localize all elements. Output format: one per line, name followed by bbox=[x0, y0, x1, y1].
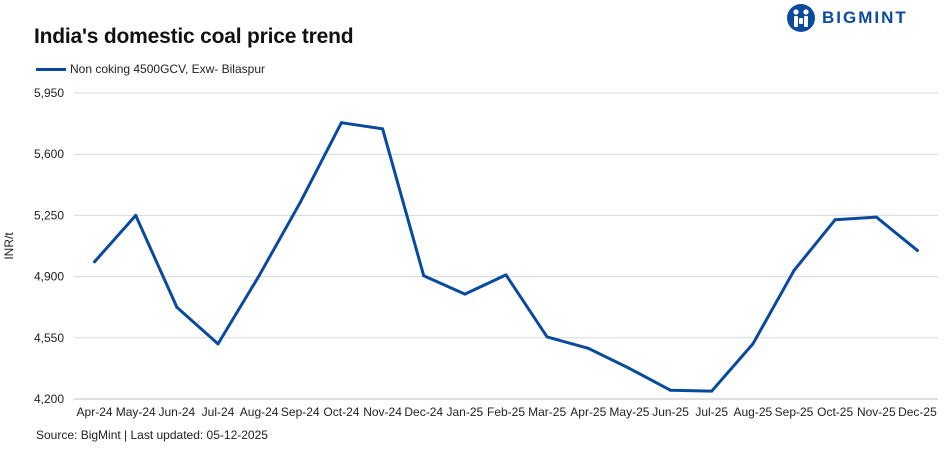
data-point bbox=[175, 305, 179, 309]
y-tick-label: 4,550 bbox=[34, 331, 64, 345]
grid-lines bbox=[74, 92, 938, 400]
y-tick-label: 5,600 bbox=[34, 147, 64, 161]
x-tick-label: Aug-25 bbox=[734, 405, 773, 419]
y-tick-label: 4,200 bbox=[34, 392, 64, 406]
x-tick-label: Mar-25 bbox=[528, 405, 566, 419]
x-tick-label: Feb-25 bbox=[487, 405, 525, 419]
data-point bbox=[422, 274, 426, 278]
series-line bbox=[93, 121, 919, 393]
data-point bbox=[627, 366, 631, 370]
x-tick-label: Aug-24 bbox=[240, 405, 279, 419]
brand-logo: BIGMINT bbox=[786, 3, 908, 33]
data-point bbox=[586, 346, 590, 350]
data-point bbox=[669, 388, 673, 392]
data-point bbox=[463, 292, 467, 296]
legend-label: Non coking 4500GCV, Exw- Bilaspur bbox=[70, 62, 265, 76]
x-tick-label: Apr-25 bbox=[570, 405, 606, 419]
data-point bbox=[216, 342, 220, 346]
y-tick-label: 4,900 bbox=[34, 270, 64, 284]
data-point bbox=[792, 268, 796, 272]
series-lines bbox=[93, 121, 919, 393]
data-point bbox=[298, 200, 302, 204]
y-axis-label: INR/t bbox=[2, 232, 16, 260]
data-point bbox=[833, 218, 837, 222]
data-point bbox=[751, 342, 755, 346]
data-point bbox=[134, 213, 138, 217]
data-point bbox=[339, 121, 343, 125]
x-tick-label: Jul-24 bbox=[202, 405, 235, 419]
chart-title: India's domestic coal price trend bbox=[34, 25, 354, 48]
bigmint-logo-icon bbox=[787, 4, 815, 32]
x-tick-label: Jan-25 bbox=[447, 405, 484, 419]
x-tick-label: Jun-25 bbox=[652, 405, 689, 419]
x-tick-label: Jun-24 bbox=[159, 405, 196, 419]
source-note: Source: BigMint | Last updated: 05-12-20… bbox=[36, 428, 268, 442]
data-point bbox=[545, 335, 549, 339]
x-tick-label: May-25 bbox=[609, 405, 649, 419]
x-tick-label: Dec-24 bbox=[404, 405, 443, 419]
x-tick-label: Jul-25 bbox=[695, 405, 728, 419]
x-tick-label: May-24 bbox=[116, 405, 156, 419]
data-point bbox=[504, 273, 508, 277]
brand-name: BIGMINT bbox=[822, 8, 908, 27]
x-tick-label: Apr-24 bbox=[77, 405, 113, 419]
x-tick-label: Oct-25 bbox=[817, 405, 853, 419]
y-axis-tick-labels: 4,200 4,550 4,900 5,250 5,600 5,950 bbox=[34, 86, 64, 406]
y-tick-label: 5,250 bbox=[34, 208, 64, 222]
x-tick-label: Nov-25 bbox=[857, 405, 896, 419]
data-point bbox=[710, 389, 714, 393]
x-tick-label: Oct-24 bbox=[323, 405, 359, 419]
data-point bbox=[381, 127, 385, 131]
data-point bbox=[93, 260, 97, 264]
x-tick-label: Dec-25 bbox=[898, 405, 937, 419]
x-axis-tick-labels: Apr-24 May-24 Jun-24 Jul-24 Aug-24 Sep-24 Oct-… bbox=[77, 405, 938, 419]
legend-swatch bbox=[36, 67, 66, 71]
x-tick-label: Nov-24 bbox=[363, 405, 402, 419]
x-tick-label: Sep-25 bbox=[775, 405, 814, 419]
data-point bbox=[874, 215, 878, 219]
data-point bbox=[915, 248, 919, 252]
y-tick-label: 5,950 bbox=[34, 86, 64, 100]
data-point bbox=[257, 274, 261, 278]
chart-legend: Non coking 4500GCV, Exw- Bilaspur bbox=[36, 62, 265, 76]
x-tick-label: Sep-24 bbox=[281, 405, 320, 419]
